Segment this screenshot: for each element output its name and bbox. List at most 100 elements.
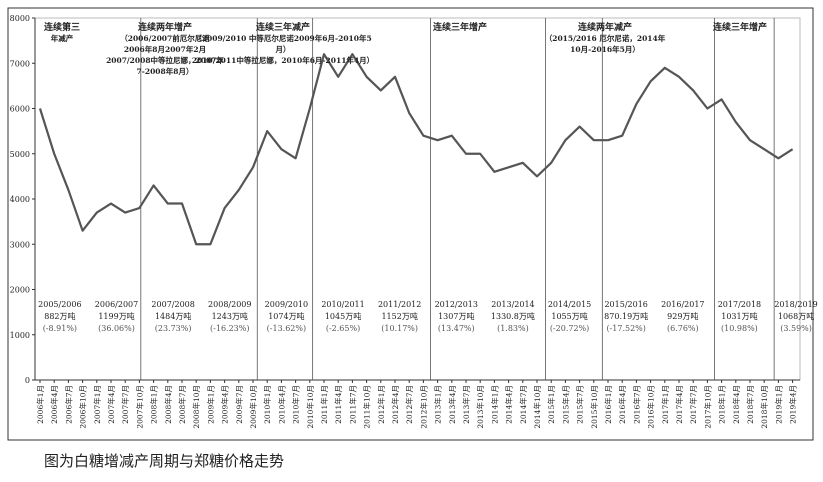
x-tick-label: 2013年7月: [461, 385, 471, 424]
x-tick-label: 2009年7月: [234, 385, 244, 424]
period-annotation: 连续第三: [44, 21, 80, 33]
season-change: (36.06%): [98, 324, 135, 333]
x-tick-label: 2013年4月: [447, 385, 457, 424]
period-annotation: 连续三年增产: [433, 21, 487, 33]
x-tick-label: 2017年4月: [674, 385, 684, 424]
period-annotation: 月）: [275, 44, 291, 54]
x-tick-label: 2009年10月: [248, 385, 258, 429]
x-tick-label: 2009年4月: [220, 385, 230, 424]
x-tick-label: 2017年10月: [702, 385, 712, 429]
period-annotation: 年减产: [51, 33, 74, 43]
x-tick-label: 2006年4月: [49, 385, 59, 424]
season-label: 2009/2010: [265, 300, 308, 309]
x-tick-label: 2010年4月: [276, 385, 286, 424]
period-annotation: 连续三年增产: [713, 21, 767, 33]
y-tick-label: 2000: [10, 286, 30, 295]
frame: [7, 7, 814, 441]
x-tick-label: 2011年7月: [347, 385, 357, 424]
x-tick-label: 2011年10月: [362, 385, 372, 429]
x-tick-label: 2008年10月: [191, 385, 201, 429]
period-annotation: 连续三年减产: [256, 21, 310, 33]
season-output: 1045万吨: [325, 311, 361, 321]
y-tick-label: 1000: [10, 331, 30, 340]
season-label: 2011/2012: [378, 300, 421, 309]
x-tick-label: 2007年4月: [106, 385, 116, 424]
season-change: (3.59%): [780, 324, 812, 333]
season-label: 2015/2016: [604, 300, 647, 309]
x-tick-label: 2007年10月: [134, 385, 144, 429]
x-tick-label: 2012年4月: [390, 385, 400, 424]
season-output: 1031万吨: [721, 311, 757, 321]
period-annotation: 10月-2016年5月）: [570, 44, 640, 54]
season-output: 1068万吨: [778, 311, 814, 321]
y-tick-label: 0: [25, 376, 30, 385]
x-tick-label: 2008年4月: [163, 385, 173, 424]
period-annotation: 连续两年减产: [578, 21, 632, 33]
season-label: 2006/2007: [95, 300, 138, 309]
x-tick-label: 2017年1月: [660, 385, 670, 424]
x-tick-label: 2008年1月: [149, 385, 159, 424]
x-tick-label: 2017年7月: [688, 385, 698, 424]
season-output: 1199万吨: [98, 311, 134, 321]
x-tick-label: 2016年7月: [631, 385, 641, 424]
x-tick-label: 2007年7月: [120, 385, 130, 424]
period-annotation: 7-2008年8月）: [137, 66, 194, 76]
y-tick-label: 5000: [10, 150, 30, 159]
season-change: (13.47%): [438, 324, 475, 333]
x-tick-label: 2006年10月: [78, 385, 88, 429]
period-annotation: （2009/2010 中等厄尔尼诺2009年6月-2010年5: [194, 33, 371, 43]
season-label: 2010/2011: [321, 300, 364, 309]
x-tick-label: 2018年7月: [745, 385, 755, 424]
x-tick-label: 2012年7月: [404, 385, 414, 424]
season-output: 1307万吨: [438, 311, 474, 321]
season-label: 2018/2019: [774, 300, 817, 309]
x-tick-label: 2018年1月: [717, 385, 727, 424]
y-tick-label: 3000: [10, 240, 30, 249]
x-tick-label: 2018年10月: [759, 385, 769, 429]
x-tick-label: 2014年1月: [489, 385, 499, 424]
y-tick-label: 4000: [10, 195, 30, 204]
season-label: 2017/2018: [718, 300, 761, 309]
x-tick-label: 2012年10月: [418, 385, 428, 429]
x-tick-label: 2012年1月: [376, 385, 386, 424]
season-output: 1055万吨: [551, 311, 587, 321]
season-output: 1152万吨: [381, 311, 417, 321]
x-tick-label: 2006年7月: [63, 385, 73, 424]
season-change: (-20.72%): [550, 324, 589, 333]
x-tick-label: 2016年10月: [646, 385, 656, 429]
y-tick-label: 7000: [10, 59, 30, 68]
x-tick-label: 2014年4月: [504, 385, 514, 424]
season-change: (10.17%): [381, 324, 418, 333]
period-annotation: 2006年8月2007年2月: [124, 44, 206, 54]
season-change: (1.83%): [497, 324, 529, 333]
season-output: 1074万吨: [268, 311, 304, 321]
season-change: (-2.65%): [326, 324, 360, 333]
y-tick-label: 8000: [10, 14, 30, 23]
season-label: 2013/2014: [491, 300, 534, 309]
price-line: [38, 53, 794, 246]
season-output: 1484万吨: [155, 311, 191, 321]
season-change: (6.76%): [667, 324, 699, 333]
season-output: 1243万吨: [212, 311, 248, 321]
x-tick-label: 2011年1月: [319, 385, 329, 424]
x-tick-label: 2009年1月: [205, 385, 215, 424]
season-output: 870.19万吨: [604, 311, 648, 321]
season-label: 2016/2017: [661, 300, 704, 309]
caption: 图为白糖增减产周期与郑糖价格走势: [44, 452, 285, 470]
x-tick-label: 2016年1月: [603, 385, 613, 424]
season-label: 2005/2006: [38, 300, 81, 309]
x-tick-label: 2011年4月: [333, 385, 343, 424]
season-change: (-13.62%): [267, 324, 306, 333]
x-tick-label: 2015年1月: [546, 385, 556, 424]
x-tick-label: 2008年7月: [177, 385, 187, 424]
season-change: (-17.52%): [606, 324, 645, 333]
period-annotation: 连续两年增产: [138, 21, 192, 33]
period-annotation: 2010/2011中等拉尼娜，2010年6月-2011年4月）: [192, 55, 374, 65]
x-tick-label: 2006年1月: [35, 385, 45, 424]
x-tick-label: 2014年10月: [532, 385, 542, 429]
period-annotation: 2007/2008中等拉尼娜，2007年: [106, 55, 224, 65]
season-change: (10.98%): [721, 324, 758, 333]
x-tick-label: 2010年1月: [262, 385, 272, 424]
y-tick-label: 6000: [10, 105, 30, 114]
